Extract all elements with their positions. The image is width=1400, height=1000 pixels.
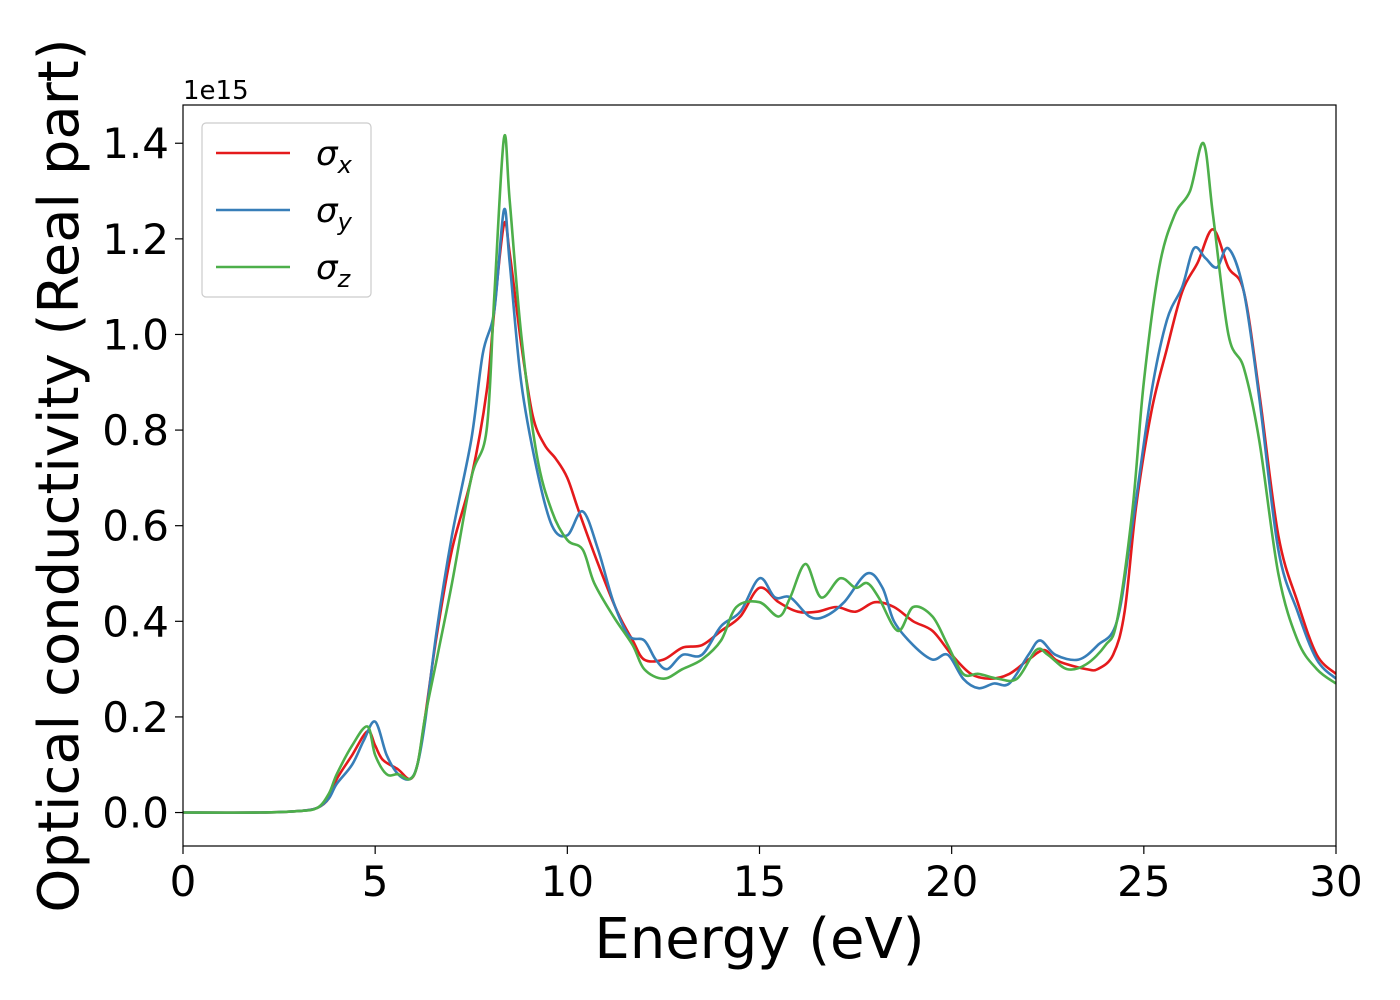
series-line-sigma-z xyxy=(183,134,1336,814)
y-tick-label: 0.4 xyxy=(102,597,169,646)
y-axis-label: Optical conductivity (Real part) xyxy=(27,38,92,912)
y-tick-label: 0.2 xyxy=(102,693,169,742)
series-line-sigma-y xyxy=(183,207,1336,814)
x-tick-label: 20 xyxy=(925,857,978,906)
y-tick-label: 0.6 xyxy=(102,502,169,551)
y-tick-label: 1.2 xyxy=(102,215,169,264)
x-tick-label: 5 xyxy=(362,857,389,906)
x-tick-label: 0 xyxy=(170,857,197,906)
y-axis-ticks: 0.0 0.2 0.4 0.6 0.8 1.0 1.2 1.4 xyxy=(102,119,183,838)
x-axis-label: Energy (eV) xyxy=(594,907,924,972)
x-axis-ticks: 0 5 10 15 20 25 30 xyxy=(170,846,1363,906)
y-tick-label: 1.0 xyxy=(102,310,169,359)
x-tick-label: 10 xyxy=(541,857,594,906)
y-tick-label: 0.8 xyxy=(102,406,169,455)
x-tick-label: 25 xyxy=(1117,857,1170,906)
y-tick-label: 1.4 xyxy=(102,119,169,168)
series-line-sigma-x xyxy=(183,220,1336,814)
y-axis-offset-label: 1e15 xyxy=(183,76,249,106)
x-tick-label: 15 xyxy=(733,857,786,906)
x-tick-label: 30 xyxy=(1309,857,1362,906)
y-tick-label: 0.0 xyxy=(102,789,169,838)
series-layer xyxy=(183,134,1336,814)
